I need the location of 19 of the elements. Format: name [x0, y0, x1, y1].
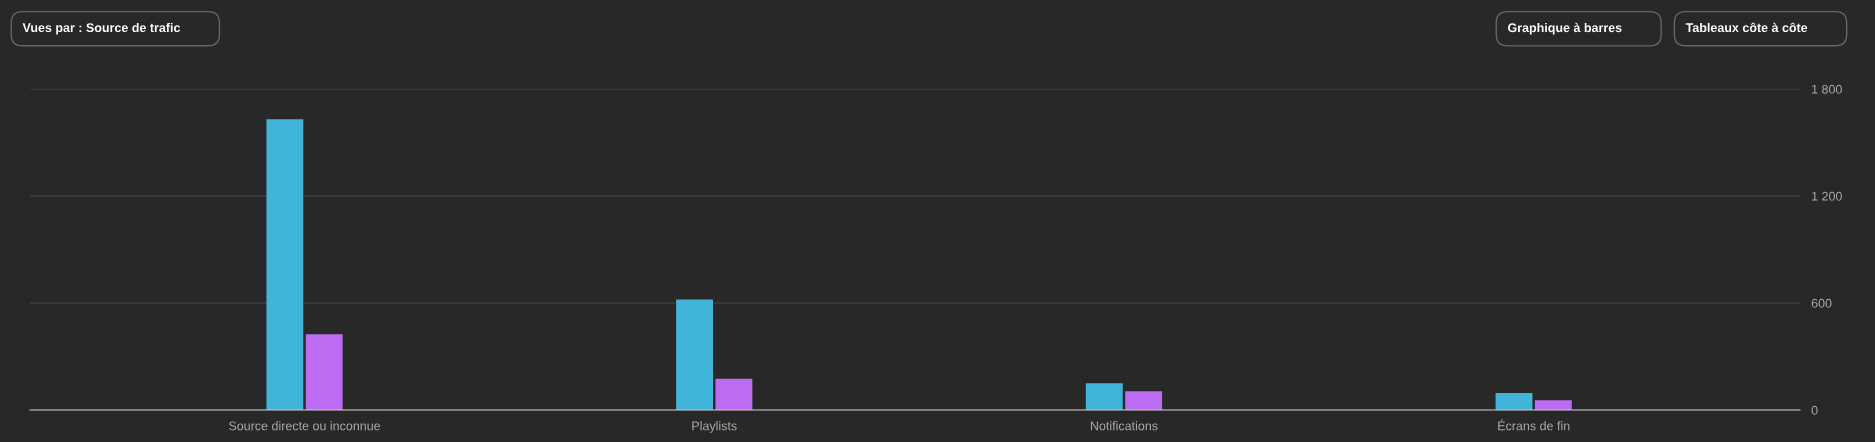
x-tick-label: Source directe ou inconnue: [229, 421, 381, 431]
y-tick-label: 0: [1811, 405, 1818, 415]
text: Vues par : Source de trafic: [22, 22, 181, 35]
text: Tableaux côte à côte: [1685, 22, 1808, 33]
bar: [1495, 393, 1533, 410]
bar: [1125, 391, 1163, 410]
bar: [1534, 400, 1572, 410]
bar: [676, 299, 714, 410]
bar: [715, 378, 753, 410]
text: Graphique à barres: [1508, 22, 1622, 35]
y-tick-label: 1 800: [1812, 84, 1842, 94]
bar: [1085, 383, 1123, 410]
y-tick-label: 1 200: [1812, 191, 1842, 201]
bar: [266, 119, 304, 410]
x-tick-label: Playlists: [692, 421, 737, 433]
y-tick-label: 600: [1811, 298, 1832, 308]
x-tick-label: Notifications: [1090, 421, 1158, 431]
x-tick-label: Écrans de fin: [1498, 419, 1570, 431]
bar: [305, 334, 343, 410]
